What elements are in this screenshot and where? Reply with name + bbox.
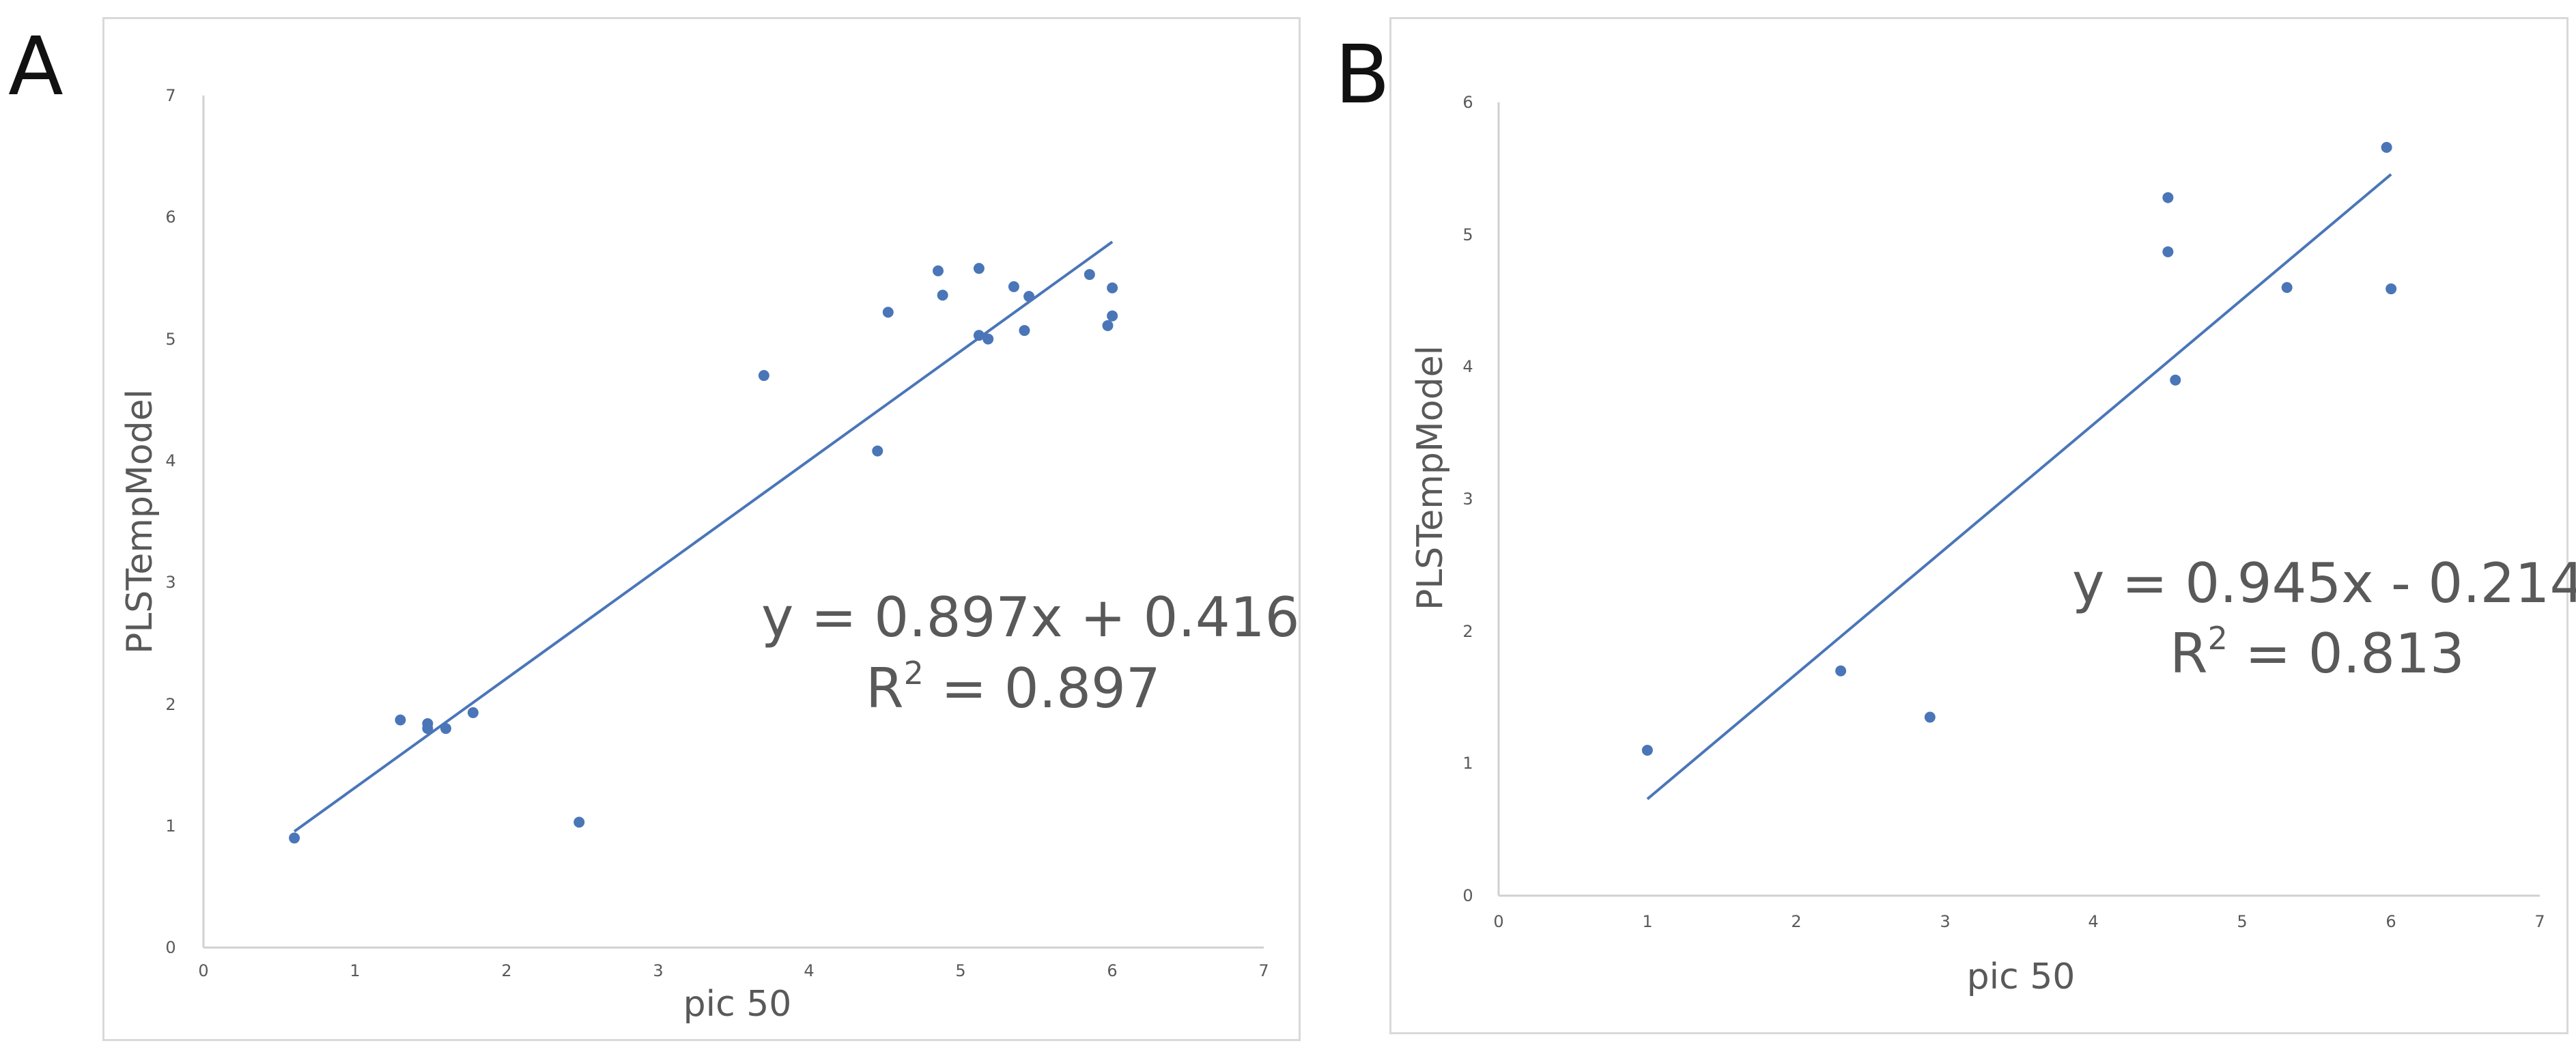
chart-a-data-point <box>937 289 948 301</box>
chart-b-x-tick: 3 <box>1940 912 1950 931</box>
chart-b-trendline <box>1646 173 2392 800</box>
chart-b-data-point <box>2162 192 2174 203</box>
chart-b-x-tick: 0 <box>1493 912 1503 931</box>
chart-a-y-tick: 0 <box>165 938 175 957</box>
chart-a-data-point <box>982 333 994 345</box>
chart-a-x-tick: 0 <box>198 961 208 980</box>
chart-a-data-point <box>1107 282 1118 294</box>
chart-b-y-tick: 3 <box>1462 489 1473 509</box>
chart-b-x-axis-title: pic 50 <box>1967 956 2076 997</box>
chart-b-y-tick: 0 <box>1462 886 1473 905</box>
chart-a-y-axis-title: PLSTempModel <box>119 389 160 654</box>
chart-a-data-point <box>872 445 883 457</box>
chart-b-equation: y = 0.945x - 0.214 <box>2072 552 2576 615</box>
chart-b-data-point <box>2381 141 2392 153</box>
chart-a-data-point <box>422 723 434 735</box>
chart-a-x-tick: 3 <box>653 961 663 980</box>
chart-a-x-tick: 1 <box>350 961 360 980</box>
chart-b-data-point <box>1924 711 1936 723</box>
chart-b-x-tick: 2 <box>1791 912 1801 931</box>
chart-a-data-point <box>1019 325 1030 337</box>
chart-b-x-tick: 5 <box>2237 912 2247 931</box>
chart-b-y-tick: 6 <box>1462 93 1473 112</box>
chart-b-r2-sup: 2 <box>2208 620 2228 657</box>
chart-a-frame <box>102 17 1301 1041</box>
chart-a-r-squared: R2 = 0.897 <box>866 655 1161 720</box>
chart-a-data-point <box>1008 281 1019 292</box>
chart-a-data-point <box>1107 310 1118 322</box>
chart-a-data-point <box>933 265 944 276</box>
chart-b-r-squared: R2 = 0.813 <box>2170 620 2465 685</box>
chart-a-data-point <box>574 816 585 828</box>
chart-a-x-axis-title: pic 50 <box>683 984 792 1025</box>
panel-label-b: B <box>1335 27 1390 122</box>
chart-b-y-tick: 5 <box>1462 225 1473 244</box>
chart-a-data-point <box>882 307 894 318</box>
chart-a-y-tick: 1 <box>165 816 175 836</box>
chart-b-x-tick: 1 <box>1642 912 1652 931</box>
chart-b-y-tick: 4 <box>1462 357 1473 376</box>
chart-b-x-tick: 4 <box>2088 912 2098 931</box>
chart-a-data-point <box>440 723 451 735</box>
chart-a-y-tick: 5 <box>165 330 175 349</box>
chart-b-y-tick: 1 <box>1462 754 1473 773</box>
chart-a-x-tick: 2 <box>501 961 511 980</box>
chart-a-y-tick: 4 <box>165 451 175 470</box>
chart-a-data-point <box>467 707 479 718</box>
chart-b-data-point <box>1641 744 1653 756</box>
chart-b-r2-prefix: R <box>2170 622 2208 685</box>
chart-b-data-point <box>2281 282 2293 294</box>
chart-a-r2-value: = 0.897 <box>924 657 1161 720</box>
panel-label-a: A <box>8 19 63 113</box>
chart-b-data-point <box>1835 665 1847 677</box>
chart-a-data-point <box>1102 319 1114 331</box>
chart-a-x-tick: 6 <box>1107 961 1117 980</box>
chart-a-r2-sup: 2 <box>904 655 924 692</box>
chart-a-data-point <box>758 370 769 382</box>
chart-a-x-tick: 5 <box>955 961 965 980</box>
chart-b-data-point <box>2386 283 2397 295</box>
chart-b-data-point <box>2170 374 2181 386</box>
chart-b-y-axis-title: PLSTempModel <box>1410 345 1451 610</box>
chart-a-equation: y = 0.897x + 0.416 <box>761 586 1300 649</box>
chart-b-frame <box>1389 17 2568 1034</box>
chart-b-data-point <box>2162 246 2174 257</box>
chart-b-y-tick: 2 <box>1462 622 1473 641</box>
chart-a-data-point <box>395 714 406 726</box>
chart-a-data-point <box>973 330 985 341</box>
chart-a-y-tick: 3 <box>165 573 175 592</box>
chart-b-x-tick: 6 <box>2386 912 2396 931</box>
chart-a-y-tick: 7 <box>165 86 175 105</box>
chart-a-data-point <box>973 263 985 274</box>
chart-a-x-tick: 7 <box>1258 961 1269 980</box>
chart-a-y-tick: 2 <box>165 695 175 714</box>
chart-a-trendline <box>293 240 1114 833</box>
chart-b-r2-value: = 0.813 <box>2228 622 2465 685</box>
chart-a-data-point <box>289 832 300 844</box>
chart-a-data-point <box>1023 291 1035 302</box>
chart-a-r2-prefix: R <box>866 657 904 720</box>
chart-a-x-tick: 4 <box>804 961 814 980</box>
chart-b-x-tick: 7 <box>2534 912 2545 931</box>
chart-a-data-point <box>1084 269 1095 281</box>
chart-a-y-tick: 6 <box>165 208 175 227</box>
